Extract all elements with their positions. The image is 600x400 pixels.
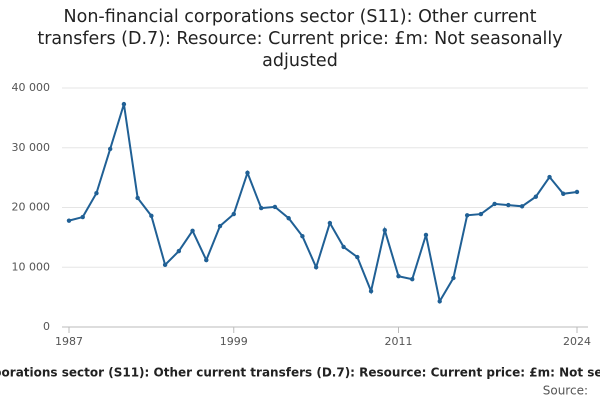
point — [437, 299, 442, 304]
point — [341, 244, 346, 250]
point — [547, 174, 552, 180]
chart-title: Non-financial corporations sector (S11):… — [37, 7, 563, 71]
point — [107, 146, 113, 152]
point — [259, 205, 264, 211]
point — [176, 248, 182, 254]
point — [162, 262, 168, 268]
point — [478, 211, 484, 217]
x-axis-label: Non-financial corporations sector (S11):… — [0, 366, 600, 380]
y-tick-label: 10 000 — [12, 260, 51, 273]
x-tick-label: 2024 — [563, 335, 591, 348]
x-tick-label: 1999 — [220, 335, 248, 348]
y-tick-label: 40 000 — [12, 81, 51, 94]
point — [410, 277, 415, 282]
point — [204, 257, 209, 263]
point — [574, 189, 580, 195]
point — [135, 195, 140, 201]
point — [451, 275, 456, 281]
point — [66, 218, 72, 223]
point — [368, 288, 374, 294]
point — [355, 254, 360, 260]
point — [382, 228, 387, 233]
y-tick-label: 30 000 — [12, 141, 51, 154]
point — [327, 220, 333, 226]
x-tick-label: 2011 — [385, 335, 413, 348]
point — [149, 213, 154, 219]
point — [80, 214, 85, 220]
y-tick-label: 0 — [43, 320, 50, 333]
point — [217, 223, 223, 229]
point — [94, 190, 99, 196]
point — [121, 101, 127, 107]
y-tick-label: 20 000 — [12, 201, 51, 214]
point — [506, 202, 511, 208]
point — [313, 265, 319, 270]
point — [272, 204, 278, 210]
point — [245, 170, 250, 176]
point — [533, 194, 539, 199]
point — [464, 213, 470, 218]
point — [519, 204, 525, 209]
point — [396, 274, 401, 279]
point — [423, 232, 429, 238]
point — [190, 228, 195, 234]
point — [286, 216, 291, 221]
x-tick-label: 1987 — [55, 335, 83, 348]
line — [68, 103, 578, 305]
source-label: Source: — [543, 384, 588, 398]
point — [231, 211, 236, 217]
point — [492, 201, 497, 207]
point — [561, 191, 566, 196]
point — [300, 233, 305, 239]
